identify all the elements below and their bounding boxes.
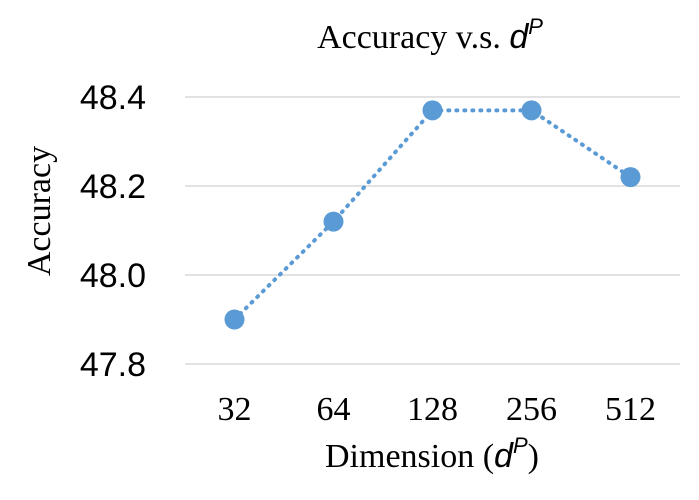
y-tick-label-47.8: 47.8 xyxy=(80,346,146,384)
y-tick-label-48.2: 48.2 xyxy=(80,168,146,206)
x-tick-label-64: 64 xyxy=(317,391,351,428)
data-point-512 xyxy=(620,167,641,188)
x-axis-label-prefix: Dimension ( xyxy=(325,438,494,475)
x-tick-label-256: 256 xyxy=(506,391,557,428)
chart-title-superscript: P xyxy=(528,14,543,39)
chart-title-symbol: d xyxy=(509,18,529,56)
x-axis-label-superscript: P xyxy=(513,433,528,458)
x-axis-label: Dimension (dP) xyxy=(325,433,539,475)
series-points xyxy=(224,100,641,330)
series-line-layer xyxy=(232,108,633,322)
chart-title-prefix: Accuracy v.s. xyxy=(317,19,509,56)
x-tick-labels: 32 64 128 256 512 xyxy=(218,391,657,428)
x-axis-label-suffix: ) xyxy=(528,438,539,475)
series-line-0 xyxy=(232,108,633,322)
x-tick-label-128: 128 xyxy=(407,391,458,428)
x-tick-label-512: 512 xyxy=(605,391,656,428)
data-point-64 xyxy=(323,211,344,232)
y-tick-labels: 47.8 48.0 48.2 48.4 xyxy=(80,79,146,384)
data-point-32 xyxy=(224,309,245,330)
x-tick-label-32: 32 xyxy=(218,391,252,428)
y-tick-label-48.4: 48.4 xyxy=(80,79,146,117)
data-point-256 xyxy=(521,100,542,121)
y-axis-label: Accuracy xyxy=(21,146,58,276)
data-point-128 xyxy=(422,100,443,121)
y-tick-label-48.0: 48.0 xyxy=(80,257,146,295)
x-axis-label-symbol: d xyxy=(494,437,514,475)
gridlines xyxy=(185,96,680,365)
chart-title: Accuracy v.s. dP xyxy=(317,14,543,56)
